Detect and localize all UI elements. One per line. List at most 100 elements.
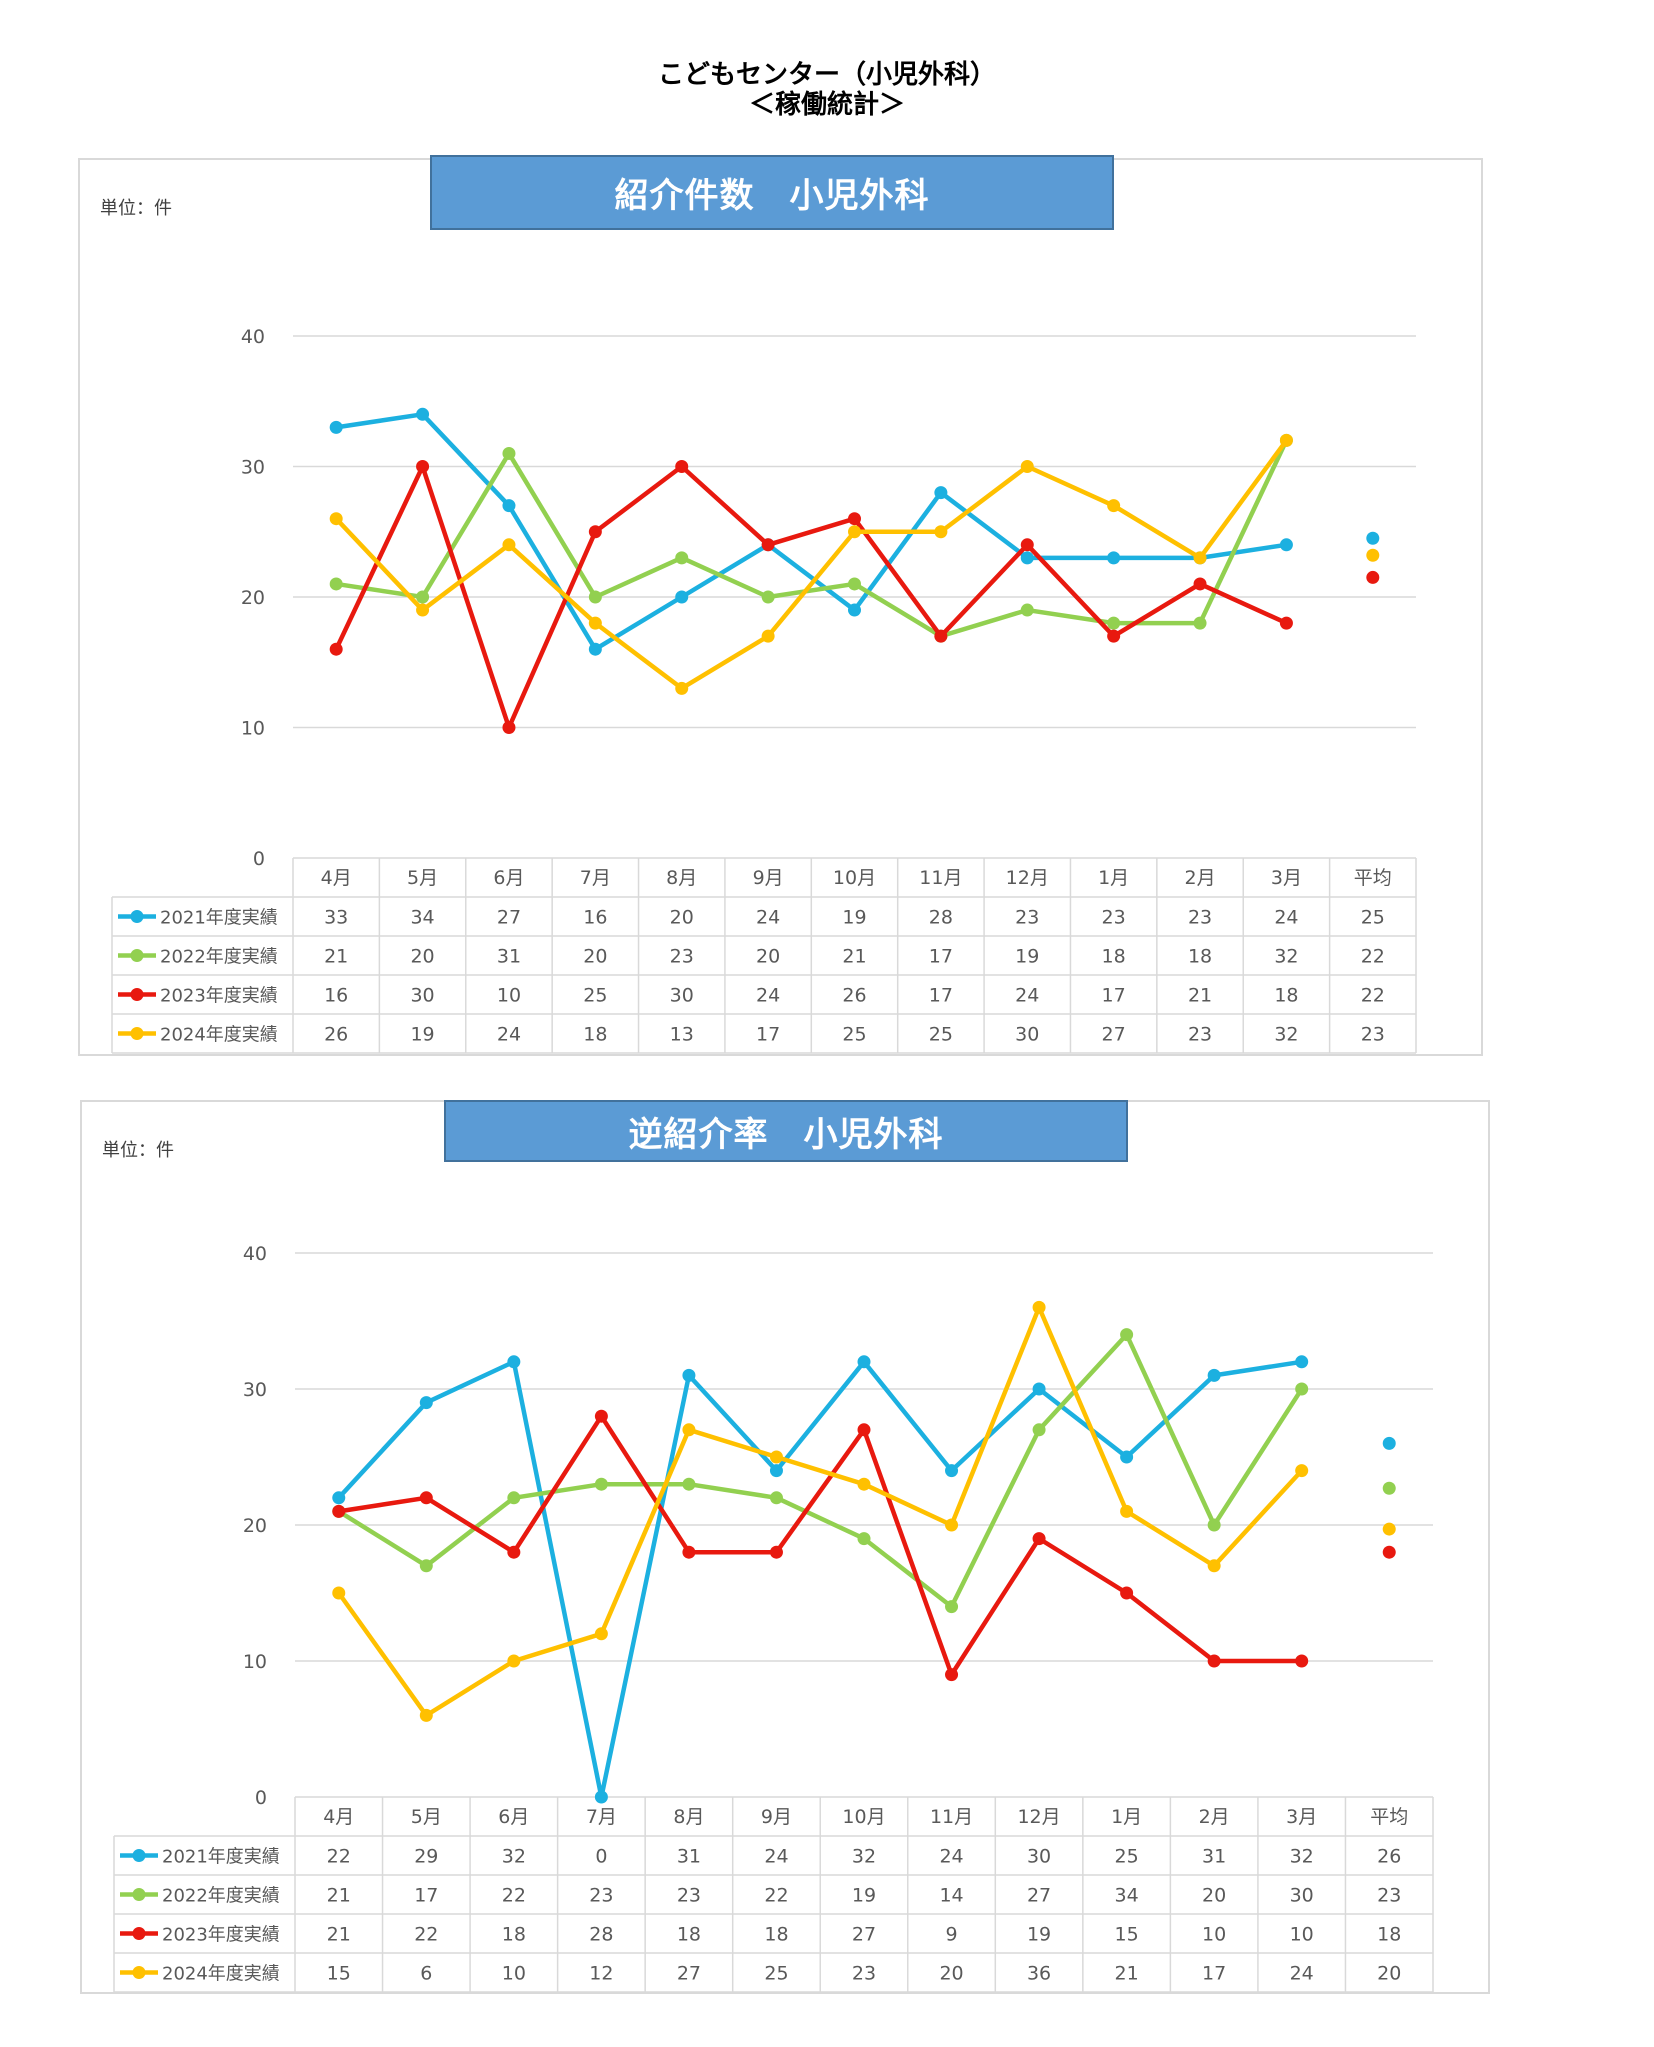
table-cell-value: 17 xyxy=(1102,985,1126,1007)
avg-point xyxy=(1366,548,1380,562)
page-title-line2: ＜稼働統計＞ xyxy=(748,90,905,120)
series-line-2022年度実績 xyxy=(335,439,1289,639)
legend-key-marker xyxy=(130,910,144,923)
data-point xyxy=(848,603,861,617)
data-point xyxy=(416,590,430,604)
data-point xyxy=(329,420,343,434)
data-point xyxy=(1279,538,1293,552)
x-category-label: 4月 xyxy=(321,867,352,889)
table-cell-value: 26 xyxy=(324,1024,348,1046)
data-point xyxy=(1279,433,1293,447)
data-point xyxy=(1107,616,1121,630)
table-cell-value: 19 xyxy=(1015,946,1039,968)
avg-header-label: 平均 xyxy=(1354,867,1392,889)
table-cell-value: 23 xyxy=(1015,907,1039,929)
data-point xyxy=(1193,616,1207,630)
table-cell-value: 24 xyxy=(1015,985,1039,1007)
data-point xyxy=(1020,538,1034,552)
data-point xyxy=(1193,577,1207,591)
data-point xyxy=(761,629,775,643)
table-cell-value: 18 xyxy=(583,1024,607,1046)
table-cell-value: 26 xyxy=(842,985,866,1007)
x-category-label: 7月 xyxy=(580,867,611,889)
table-cell-value: 25 xyxy=(842,1024,866,1046)
table-cell-value: 20 xyxy=(410,946,434,968)
table-cell-value: 20 xyxy=(756,946,780,968)
table-cell-value: 32 xyxy=(1274,1024,1298,1046)
data-point xyxy=(502,446,516,460)
table-cell-average: 23 xyxy=(1361,1024,1385,1046)
data-point xyxy=(761,538,775,552)
avg-point xyxy=(1366,570,1380,584)
x-category-label: 1月 xyxy=(1098,867,1129,889)
y-tick-label: 0 xyxy=(253,848,265,870)
table-cell-value: 18 xyxy=(1274,985,1298,1007)
series-line-2021年度実績 xyxy=(335,412,1287,652)
data-point xyxy=(502,721,516,734)
table-cell-value: 23 xyxy=(670,946,694,968)
data-point xyxy=(934,629,948,643)
table-cell-value: 21 xyxy=(1188,985,1212,1007)
table-cell-value: 21 xyxy=(324,946,348,968)
chart-banner-referrals: 紹介件数 小児外科 xyxy=(430,155,1114,230)
data-point xyxy=(1107,629,1121,643)
data-point xyxy=(934,486,948,500)
table-cell-value: 17 xyxy=(929,946,953,968)
data-point xyxy=(1193,551,1207,565)
table-cell-value: 24 xyxy=(756,907,780,929)
table-cell-value: 23 xyxy=(1188,1024,1212,1046)
data-point xyxy=(1279,616,1293,630)
table-cell-value: 30 xyxy=(410,985,434,1007)
table-cell-value: 31 xyxy=(497,946,521,968)
y-tick-label: 20 xyxy=(241,587,265,609)
y-tick-label: 10 xyxy=(241,718,265,740)
table-cell-value: 25 xyxy=(583,985,607,1007)
data-point xyxy=(588,525,602,539)
table-cell-value: 23 xyxy=(1188,907,1212,929)
table-cell-average: 22 xyxy=(1361,946,1385,968)
data-point xyxy=(588,590,602,604)
data-point xyxy=(1020,603,1034,617)
data-point xyxy=(848,512,861,526)
table-cell-value: 10 xyxy=(497,985,521,1007)
legend-key-marker xyxy=(130,949,144,962)
unit-label-referrals: 単位：件 xyxy=(100,198,172,219)
table-cell-value: 20 xyxy=(670,907,694,929)
legend-label: 2021年度実績 xyxy=(160,908,278,929)
table-cell-value: 18 xyxy=(1102,946,1126,968)
data-point xyxy=(675,681,689,695)
table-cell-value: 21 xyxy=(842,946,866,968)
legend-key-marker xyxy=(130,988,144,1001)
table-cell-value: 13 xyxy=(670,1024,694,1046)
table-cell-value: 18 xyxy=(1188,946,1212,968)
table-cell-value: 28 xyxy=(929,907,953,929)
data-point xyxy=(502,499,516,513)
data-point xyxy=(848,525,861,539)
x-category-label: 2月 xyxy=(1184,867,1215,889)
data-point xyxy=(675,590,689,604)
data-point xyxy=(588,642,602,656)
data-point xyxy=(502,538,516,552)
table-cell-value: 24 xyxy=(756,985,780,1007)
data-point xyxy=(1107,551,1121,565)
table-cell-value: 24 xyxy=(497,1024,521,1046)
y-tick-label: 40 xyxy=(241,326,265,348)
data-point xyxy=(1107,499,1121,513)
data-point xyxy=(1020,460,1034,473)
chart-panel-reverse-referrals xyxy=(80,1100,1490,1994)
x-category-label: 9月 xyxy=(753,867,784,889)
x-category-label: 3月 xyxy=(1271,867,1302,889)
table-cell-value: 24 xyxy=(1274,907,1298,929)
table-cell-value: 20 xyxy=(583,946,607,968)
chart-banner-reverse-referrals: 逆紹介率 小児外科 xyxy=(444,1100,1128,1162)
table-cell-value: 17 xyxy=(929,985,953,1007)
avg-point xyxy=(1366,531,1380,545)
page-title-line1: こどもセンター（小児外科） xyxy=(657,60,996,90)
x-category-label: 10月 xyxy=(833,867,876,889)
legend-label: 2024年度実績 xyxy=(160,1025,278,1046)
x-category-label: 5月 xyxy=(407,867,438,889)
table-cell-value: 17 xyxy=(756,1024,780,1046)
series-line-2024年度実績 xyxy=(334,439,1289,691)
x-category-label: 6月 xyxy=(493,867,524,889)
data-point xyxy=(329,642,343,656)
